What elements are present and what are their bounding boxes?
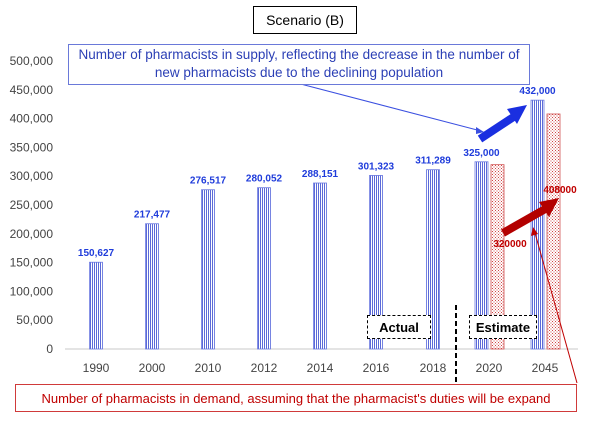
- supply-data-label: 311,289: [415, 156, 451, 167]
- estimate-label: Estimate: [469, 315, 537, 339]
- supply-callout-arrowhead: [476, 127, 484, 134]
- y-tick-label: 500,000: [10, 54, 54, 68]
- x-tick-label: 2000: [139, 361, 166, 375]
- demand-bar: [490, 164, 505, 350]
- supply-data-label: 288,151: [302, 169, 339, 180]
- x-tick-label: 2010: [195, 361, 222, 375]
- demand-callout-line: [534, 232, 578, 384]
- overlays: [292, 81, 578, 385]
- supply-data-label: 150,627: [78, 248, 115, 259]
- y-tick-label: 350,000: [10, 140, 54, 154]
- supply-bar: [89, 261, 103, 350]
- supply-data-label: 280,052: [246, 174, 283, 185]
- x-tick-label: 2014: [307, 361, 334, 375]
- y-tick-label: 200,000: [10, 227, 54, 241]
- supply-callout-line: [292, 81, 482, 132]
- supply-trend-arrow: [477, 105, 527, 143]
- x-tick-label: 1990: [83, 361, 110, 375]
- x-tick-label: 2045: [532, 361, 559, 375]
- supply-data-label: 301,323: [358, 161, 395, 172]
- y-tick-label: 450,000: [10, 83, 54, 97]
- data-labels: 150,627 217,477 276,517 280,052 288,151 301,3…: [78, 86, 577, 259]
- x-tick-label: 2016: [363, 361, 390, 375]
- supply-bar: [369, 175, 383, 350]
- demand-trend-head: [539, 198, 559, 217]
- demand-trend-shaft: [501, 204, 549, 237]
- demand-data-label: 320000: [493, 239, 527, 250]
- demand-bar: [546, 113, 561, 350]
- supply-bar: [201, 189, 215, 350]
- demand-callout-arrowhead: [531, 227, 538, 236]
- y-tick-label: 400,000: [10, 112, 54, 126]
- bars: [89, 99, 561, 350]
- y-tick-label: 250,000: [10, 198, 54, 212]
- y-tick-label: 100,000: [10, 284, 54, 298]
- supply-trend-shaft: [477, 112, 518, 143]
- supply-data-label: 276,517: [190, 176, 227, 187]
- supply-bar: [257, 187, 271, 350]
- supply-bar: [145, 223, 159, 350]
- demand-annotation: Number of pharmacists in demand, assumin…: [15, 384, 577, 412]
- supply-data-label: 432,000: [519, 86, 556, 97]
- demand-data-label: 408000: [543, 185, 577, 196]
- x-tick-label: 2012: [251, 361, 278, 375]
- y-tick-label: 50,000: [16, 313, 53, 327]
- chart-title: Scenario (B): [253, 6, 357, 34]
- supply-annotation: Number of pharmacists in supply, reflect…: [68, 44, 530, 85]
- demand-trend-arrow: [501, 198, 559, 237]
- y-tick-label: 0: [46, 342, 53, 356]
- y-tick-label: 150,000: [10, 256, 54, 270]
- supply-data-label: 325,000: [463, 148, 500, 159]
- supply-trend-head: [507, 105, 527, 124]
- actual-label: Actual: [367, 315, 431, 339]
- x-tick-label: 2018: [420, 361, 447, 375]
- supply-data-label: 217,477: [134, 210, 171, 221]
- supply-bar: [530, 99, 545, 350]
- x-tick-label: 2020: [476, 361, 503, 375]
- supply-bar: [474, 161, 489, 350]
- supply-bar: [313, 182, 327, 350]
- y-tick-label: 300,000: [10, 169, 54, 183]
- supply-bar: [426, 169, 440, 350]
